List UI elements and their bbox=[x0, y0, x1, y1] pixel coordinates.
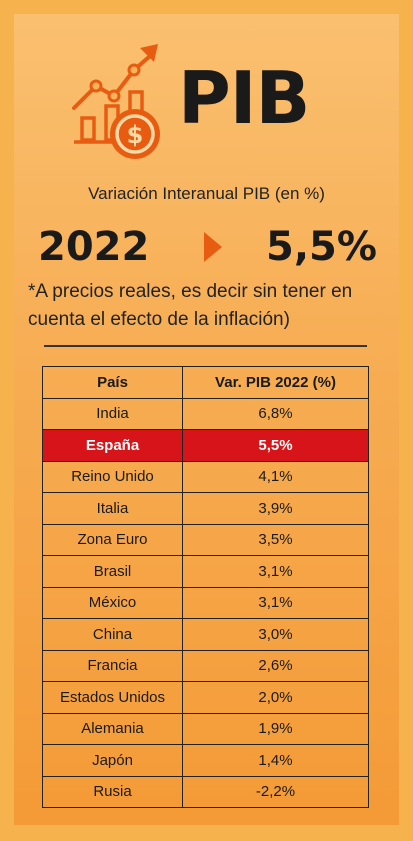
country-cell: Italia bbox=[42, 492, 183, 525]
table-row: India 6,8% bbox=[42, 397, 369, 430]
value-cell: 3,1% bbox=[182, 555, 369, 588]
header: $ PIB bbox=[14, 14, 399, 164]
table-row: Alemania 1,9% bbox=[42, 712, 369, 745]
table-row: Zona Euro 3,5% bbox=[42, 523, 369, 556]
country-cell: México bbox=[42, 586, 183, 619]
value-cell: 1,4% bbox=[182, 744, 369, 777]
value-cell: 2,6% bbox=[182, 649, 369, 682]
value-cell: 3,0% bbox=[182, 618, 369, 651]
country-cell: Estados Unidos bbox=[42, 681, 183, 714]
column-header-value: Var. PIB 2022 (%) bbox=[182, 366, 369, 399]
country-cell: Zona Euro bbox=[42, 523, 183, 556]
table-row: Francia 2,6% bbox=[42, 649, 369, 682]
value-cell: 4,1% bbox=[182, 460, 369, 493]
value-cell: 2,0% bbox=[182, 681, 369, 714]
subtitle: Variación Interanual PIB (en %) bbox=[88, 184, 325, 203]
country-cell: China bbox=[42, 618, 183, 651]
country-cell: Brasil bbox=[42, 555, 183, 588]
svg-text:$: $ bbox=[127, 121, 144, 149]
country-cell: Japón bbox=[42, 744, 183, 777]
table-row: Reino Unido 4,1% bbox=[42, 460, 369, 493]
gdp-value: 5,5% bbox=[266, 224, 377, 270]
country-cell: Rusia bbox=[42, 775, 183, 808]
divider bbox=[44, 345, 367, 347]
value-cell: 5,5% bbox=[182, 429, 369, 462]
footnote: *A precios reales, es decir sin tener en… bbox=[28, 281, 353, 330]
table-row: Rusia -2,2% bbox=[42, 775, 369, 808]
value-cell: 3,1% bbox=[182, 586, 369, 619]
table-row: México 3,1% bbox=[42, 586, 369, 619]
country-cell: Francia bbox=[42, 649, 183, 682]
table-row: Brasil 3,1% bbox=[42, 555, 369, 588]
country-cell: Alemania bbox=[42, 712, 183, 745]
page-title: PIB bbox=[178, 56, 310, 140]
table-row: Japón 1,4% bbox=[42, 744, 369, 777]
value-cell: 6,8% bbox=[182, 397, 369, 430]
country-cell: India bbox=[42, 397, 183, 430]
country-cell: España bbox=[42, 429, 183, 462]
gdp-table: País Var. PIB 2022 (%) India 6,8% España 5… bbox=[42, 366, 369, 808]
table-row: Estados Unidos 2,0% bbox=[42, 681, 369, 714]
table-header-row: País Var. PIB 2022 (%) bbox=[42, 366, 369, 399]
value-cell: -2,2% bbox=[182, 775, 369, 808]
infographic-card: $ PIB Variación Interanual PIB (en %) 20… bbox=[14, 14, 399, 825]
table-row: China 3,0% bbox=[42, 618, 369, 651]
value-cell: 1,9% bbox=[182, 712, 369, 745]
country-cell: Reino Unido bbox=[42, 460, 183, 493]
table-row-highlighted: España 5,5% bbox=[42, 429, 369, 462]
table-row: Italia 3,9% bbox=[42, 492, 369, 525]
column-header-country: País bbox=[42, 366, 183, 399]
value-cell: 3,5% bbox=[182, 523, 369, 556]
dollar-coin-icon: $ bbox=[110, 109, 160, 159]
value-cell: 3,9% bbox=[182, 492, 369, 525]
year-label: 2022 bbox=[38, 224, 150, 270]
arrow-right-icon bbox=[204, 232, 222, 262]
